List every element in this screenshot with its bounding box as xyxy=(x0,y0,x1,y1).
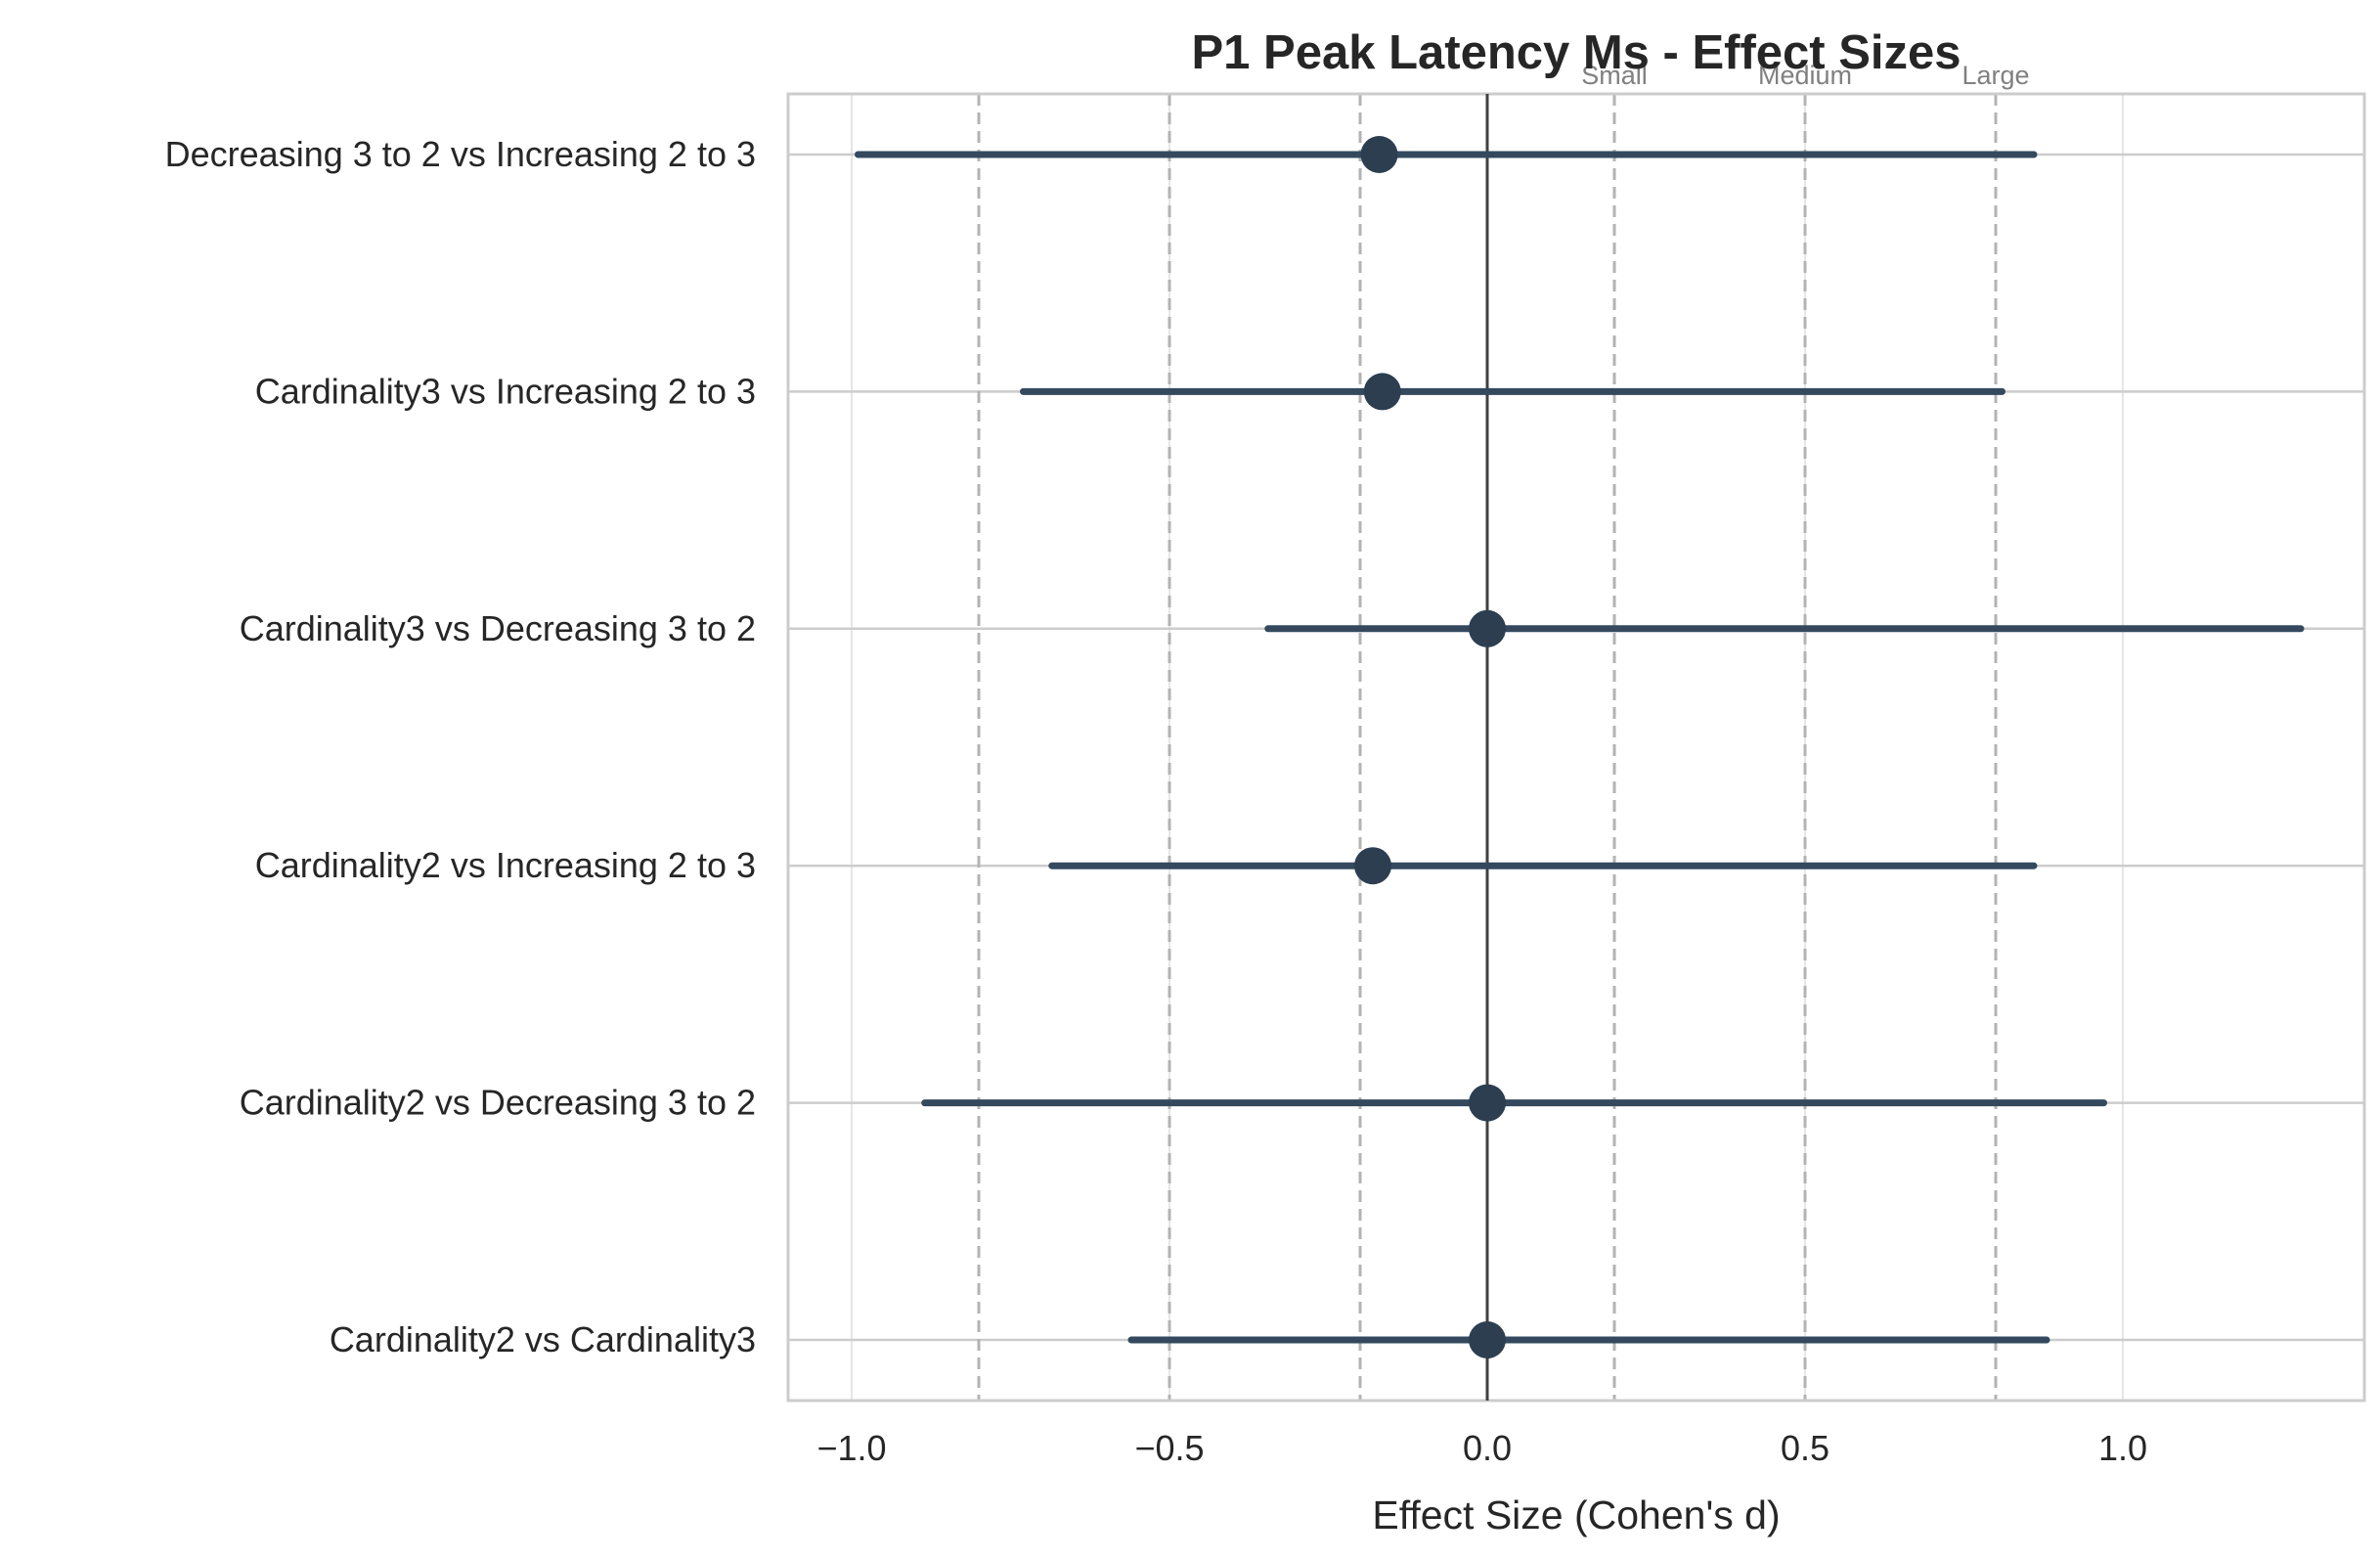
threshold-label: Small xyxy=(1581,61,1648,90)
plot-frame xyxy=(786,92,2366,1403)
threshold-label: Large xyxy=(1961,61,2029,90)
chart-title: P1 Peak Latency Ms - Effect Sizes xyxy=(1191,26,1961,79)
x-tick-label: 0.5 xyxy=(1781,1428,1829,1468)
comparison-label: Cardinality2 vs Decreasing 3 to 2 xyxy=(240,1083,756,1123)
marks-layer xyxy=(855,136,2305,1359)
effect-point xyxy=(1469,609,1506,647)
comparison-label: Decreasing 3 to 2 vs Increasing 2 to 3 xyxy=(165,134,756,174)
threshold-label: Medium xyxy=(1758,61,1852,90)
x-tick-label: −0.5 xyxy=(1134,1428,1204,1468)
effect-point xyxy=(1469,1084,1506,1122)
x-tick-label: −1.0 xyxy=(816,1428,886,1468)
effect-point xyxy=(1363,373,1401,411)
comparison-label: Cardinality3 vs Decreasing 3 to 2 xyxy=(240,608,756,648)
comparison-label: Cardinality2 vs Cardinality3 xyxy=(330,1319,756,1359)
x-tick-label: 1.0 xyxy=(2098,1428,2147,1468)
effect-point xyxy=(1354,847,1391,885)
effect-point xyxy=(1469,1321,1506,1359)
effect-point xyxy=(1360,136,1398,173)
threshold-layer: Small Medium Large xyxy=(977,61,2030,1401)
comparison-label: Cardinality3 vs Increasing 2 to 3 xyxy=(255,371,756,411)
x-axis-label: Effect Size (Cohen's d) xyxy=(1372,1492,1780,1537)
text-layer: P1 Peak Latency Ms - Effect Sizes Effect… xyxy=(165,26,2147,1537)
x-tick-label: 0.0 xyxy=(1463,1428,1512,1468)
comparison-label: Cardinality2 vs Increasing 2 to 3 xyxy=(255,845,756,885)
